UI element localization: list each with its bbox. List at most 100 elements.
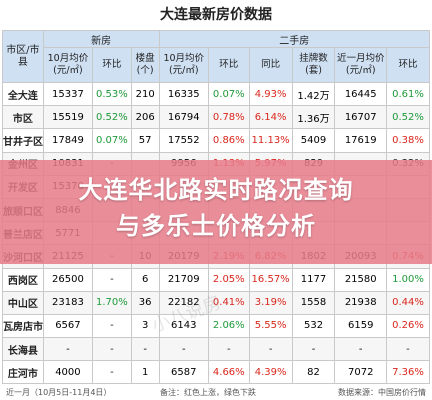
new-mom-cell: 0.52% — [92, 105, 132, 130]
second-price-cell: - — [158, 337, 209, 362]
new-count-cell: 57 — [130, 128, 160, 153]
second-mom-cell: - — [207, 337, 250, 362]
region-cell: 全大连 — [2, 81, 44, 107]
new-price-cell: 23183 — [42, 290, 94, 315]
second-mom2-cell: 1.00% — [385, 267, 431, 292]
second-price-cell: 17552 — [158, 128, 209, 153]
new-mom-cell: - — [92, 360, 132, 385]
header-new-mom: 环比 — [92, 47, 132, 83]
region-cell: 长海县 — [2, 337, 44, 362]
new-price-cell: 15337 — [42, 81, 94, 107]
new-price-cell: 17849 — [42, 128, 94, 153]
new-mom-cell: 0.07% — [92, 128, 132, 153]
new-count-cell: 210 — [130, 81, 160, 107]
second-yoy-cell: 4.93% — [248, 81, 293, 107]
second-listings-cell: 5409 — [291, 128, 336, 153]
table-row: 瓦房店市 6567-3 6143 2.06% 5.55% 532 6159 0.26% — [2, 313, 431, 339]
second-yoy-cell: 11.13% — [248, 128, 293, 153]
second-recent-cell: 6159 — [334, 313, 387, 339]
second-yoy-cell: 16.57% — [248, 267, 293, 292]
title-banner: 大连华北路实时路况查询 与多乐士价格分析 — [0, 160, 432, 264]
new-mom-cell: 1.70% — [92, 290, 132, 315]
header-new-count: 楼盘(个) — [130, 47, 160, 83]
new-price-cell: 4000 — [42, 360, 94, 385]
second-mom2-cell: 0.52% — [385, 105, 431, 130]
second-recent-cell: 21938 — [334, 290, 387, 315]
header-second-yoy: 同比 — [248, 47, 293, 83]
second-price-cell: 6143 — [158, 313, 209, 339]
second-mom-cell: 0.78% — [207, 105, 250, 130]
new-count-cell: 3 — [130, 313, 160, 339]
new-mom-cell: - — [92, 267, 132, 292]
table-row: 西岗区 26500-6 21709 2.05% 16.57% 1177 21580 1.00% — [2, 267, 431, 292]
second-mom-cell: 4.66% — [207, 360, 250, 385]
new-count-cell: 1 — [130, 360, 160, 385]
new-count-cell: 6 — [130, 267, 160, 292]
footer-period: 近一月（10月5日-11月4日） — [6, 388, 112, 397]
second-yoy-cell: - — [248, 337, 293, 362]
header-region: 市区/市县 — [2, 30, 44, 83]
region-cell: 市区 — [2, 105, 44, 130]
second-mom2-cell: 0.61% — [385, 81, 431, 107]
header-new-price: 10月均价(元/㎡) — [42, 47, 94, 83]
second-price-cell: 21709 — [158, 267, 209, 292]
new-price-cell: - — [42, 337, 94, 362]
region-cell: 西岗区 — [2, 267, 44, 292]
page-title: 大连最新房价数据 — [160, 7, 272, 23]
table-row: 长海县 - - - - - - - - - — [2, 337, 431, 362]
second-yoy-cell: 3.19% — [248, 290, 293, 315]
second-price-cell: 22182 — [158, 290, 209, 315]
new-price-cell: 6567 — [42, 313, 94, 339]
second-mom2-cell: 0.26% — [385, 313, 431, 339]
new-count-cell: 206 — [130, 105, 160, 130]
second-listings-cell: 1.36万 — [291, 105, 336, 130]
new-price-cell: 15519 — [42, 105, 94, 130]
second-recent-cell: 21580 — [334, 267, 387, 292]
header-second-recent: 近一月均价(元/㎡) — [334, 47, 387, 83]
header-second-mom: 环比 — [207, 47, 250, 83]
region-cell: 中山区 — [2, 290, 44, 315]
header-second-listings: 挂牌数(套) — [291, 47, 336, 83]
second-mom-cell: 0.86% — [207, 128, 250, 153]
second-recent-cell: 16445 — [334, 81, 387, 107]
second-yoy-cell: 5.55% — [248, 313, 293, 339]
table-row: 市区 15519 0.52% 206 16794 0.78% 6.14% 1.36万 16707… — [2, 105, 431, 130]
second-listings-cell: 1558 — [291, 290, 336, 315]
header-second-price: 10月均价(元/㎡) — [158, 47, 209, 83]
second-recent-cell: 7072 — [334, 360, 387, 385]
second-listings-cell: 1177 — [291, 267, 336, 292]
banner-line-2: 与多乐士价格分析 — [116, 212, 316, 240]
header-second-mom2: 环比 — [385, 47, 431, 83]
second-recent-cell: - — [334, 337, 387, 362]
new-mom-cell: - — [92, 313, 132, 339]
second-listings-cell: 1.42万 — [291, 81, 336, 107]
footer-source: 数据来源：中国房价行情 — [338, 388, 426, 397]
second-recent-cell: 17619 — [334, 128, 387, 153]
footer-note: 备注：红色上涨，绿色下跌 — [160, 388, 256, 397]
second-mom2-cell: 0.44% — [385, 290, 431, 315]
second-price-cell: 16794 — [158, 105, 209, 130]
second-mom2-cell: 0.38% — [385, 128, 431, 153]
table-row: 甘井子区 17849 0.07% 57 17552 0.86% 11.13% 5409 1761… — [2, 128, 431, 153]
banner-line-1: 大连华北路实时路况查询 — [78, 176, 354, 204]
new-price-cell: 26500 — [42, 267, 94, 292]
second-yoy-cell: 4.39% — [248, 360, 293, 385]
new-count-cell: - — [130, 337, 160, 362]
header-second: 二手房 — [158, 30, 431, 48]
second-mom2-cell: 7.36% — [385, 360, 431, 385]
region-cell: 甘井子区 — [2, 128, 44, 153]
second-mom2-cell: - — [385, 337, 431, 362]
second-recent-cell: 16707 — [334, 105, 387, 130]
new-mom-cell: 0.53% — [92, 81, 132, 107]
region-cell: 瓦房店市 — [2, 313, 44, 339]
second-mom-cell: 2.06% — [207, 313, 250, 339]
table-row: 全大连 15337 0.53% 210 16335 0.07% 4.93% 1.42万 1644… — [2, 81, 431, 107]
second-listings-cell: - — [291, 337, 336, 362]
new-mom-cell: - — [92, 337, 132, 362]
second-listings-cell: 82 — [291, 360, 336, 385]
second-price-cell: 6587 — [158, 360, 209, 385]
second-listings-cell: 532 — [291, 313, 336, 339]
header-new: 新房 — [42, 30, 160, 48]
second-price-cell: 16335 — [158, 81, 209, 107]
